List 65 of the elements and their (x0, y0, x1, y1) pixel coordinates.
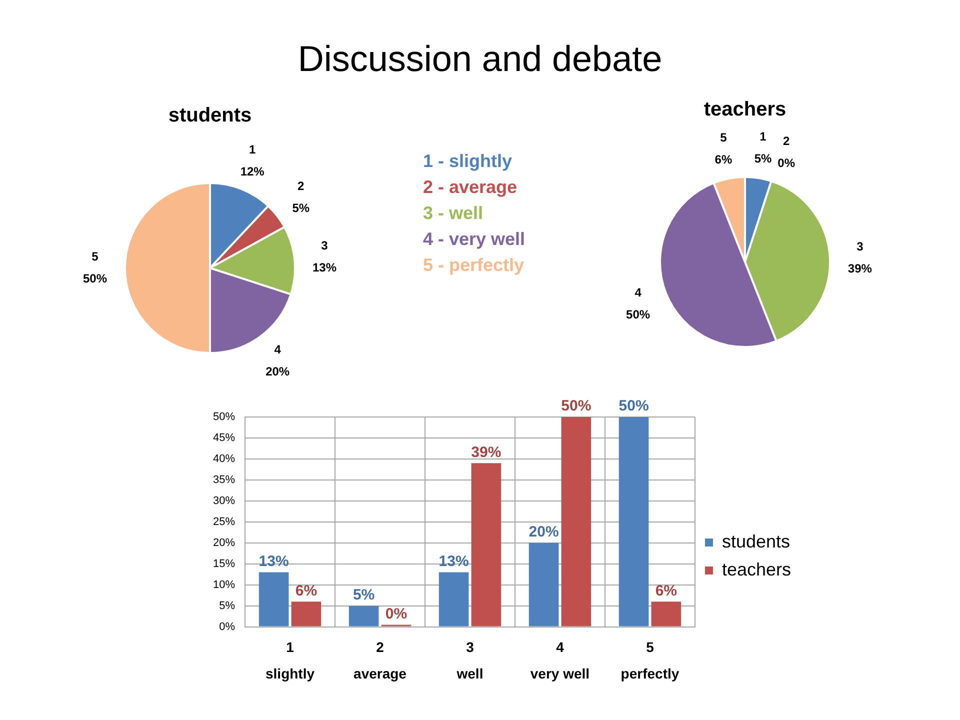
text: Discussion and debate (296, 38, 664, 80)
bar (348, 606, 379, 626)
slice-label: 3 (321, 238, 328, 252)
y-tick-label: 5% (219, 600, 236, 612)
bar (651, 602, 682, 626)
data-label: 6% (655, 582, 678, 600)
data-label: 39% (471, 444, 502, 461)
bar (258, 572, 289, 626)
slice-label: 5 (92, 249, 99, 264)
y-tick-label: 25% (212, 516, 236, 528)
x-tick-label: 1 slightly (266, 638, 315, 682)
slice-label: 2 (298, 178, 305, 193)
data-label: 6% (295, 582, 318, 600)
legend-label: students (722, 531, 790, 552)
category-label: 2 (782, 134, 790, 148)
y-tick-label: 40% (212, 452, 236, 465)
data-label: 13% (312, 260, 337, 274)
data-label: 0% (385, 605, 408, 622)
data-label: 12% (240, 164, 265, 178)
bar (528, 542, 559, 626)
y-tick-label: 15% (212, 558, 236, 570)
y-tick-label: 0% (219, 620, 236, 633)
text: 1 - slightly (423, 150, 514, 173)
y-tick-label: 35% (212, 474, 236, 486)
x-tick-label: 3 well (456, 638, 484, 682)
data-label: 20% (266, 364, 290, 378)
data-label: 5% (352, 586, 375, 604)
slice-label: 1 (248, 142, 256, 156)
data-label: 5% (754, 152, 772, 166)
x-tick-label: 5 perfectly (620, 638, 680, 682)
bar (471, 463, 502, 626)
slice-label: 4 (634, 286, 642, 300)
data-label: 39% (848, 262, 872, 276)
data-label: 50% (626, 308, 650, 322)
data-label: 13% (258, 552, 289, 570)
x-tick-label: 4 very well (530, 638, 590, 682)
chart-title: students (168, 104, 252, 127)
y-tick-label: 50% (212, 411, 236, 424)
x-tick-label: 2 average (354, 638, 407, 682)
slice-label: 1 (760, 130, 767, 144)
data-label: 6% (714, 152, 732, 166)
data-label: 5% (292, 200, 310, 215)
slice-label: 3 (856, 240, 864, 254)
y-tick-label: 30% (212, 494, 236, 507)
text: 0% (778, 156, 796, 170)
bar (291, 602, 322, 626)
bar (438, 572, 469, 626)
data-label: 50% (82, 271, 108, 286)
chart-title: teachers (704, 98, 786, 121)
y-tick-label: 45% (212, 432, 236, 444)
y-tick-label: 20% (212, 536, 236, 549)
data-label: 13% (438, 552, 469, 570)
slice-label: 4 (274, 342, 282, 356)
data-label: 50% (618, 398, 649, 415)
slice-label: 5 (720, 130, 728, 144)
y-tick-label: 10% (212, 578, 236, 591)
text: 4 - very well (423, 228, 526, 251)
bar (618, 417, 649, 626)
data-label: 20% (528, 524, 559, 541)
text: 5 - perfectly (423, 254, 526, 277)
bar (561, 417, 592, 626)
legend-label: teachers (722, 559, 792, 580)
text: 3 - well (423, 202, 484, 225)
text: 2 - average (423, 176, 518, 199)
data-label: 50% (561, 398, 592, 415)
